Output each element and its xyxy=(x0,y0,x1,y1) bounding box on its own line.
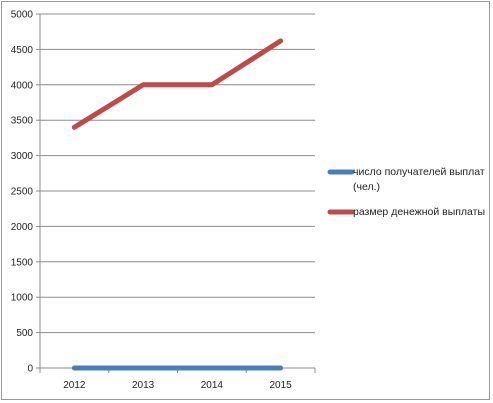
x-tick-label: 2015 xyxy=(270,380,293,391)
x-tick-label: 2012 xyxy=(63,380,86,391)
x-tick-label: 2014 xyxy=(201,380,224,391)
y-tick-label: 4000 xyxy=(11,80,34,91)
legend: число получателей выплат (чел.) размер ден… xyxy=(327,166,485,218)
x-tick-label: 2013 xyxy=(132,380,155,391)
y-tick-label: 4500 xyxy=(11,45,34,56)
y-tick-label: 2000 xyxy=(11,222,34,233)
axes xyxy=(36,13,316,373)
y-axis-ticks: 0 500 1000 1500 2000 2500 3000 3500 4000 4500 5000 xyxy=(11,10,34,375)
y-tick-label: 0 xyxy=(27,364,33,375)
y-tick-label: 500 xyxy=(16,328,33,339)
y-tick-label: 5000 xyxy=(11,10,34,21)
gridlines xyxy=(40,13,315,334)
legend-label: (чел.) xyxy=(353,181,380,193)
y-tick-label: 1500 xyxy=(11,257,34,268)
series-lines xyxy=(71,38,284,371)
y-tick-label: 2500 xyxy=(11,187,34,198)
x-axis-ticks: 2012 2013 2014 2015 xyxy=(63,380,292,391)
legend-label: размер денежной выплаты xyxy=(353,206,485,218)
y-tick-label: 3000 xyxy=(11,151,34,162)
y-tick-label: 3500 xyxy=(11,116,34,127)
y-tick-label: 1000 xyxy=(11,293,34,304)
legend-label: число получателей выплат xyxy=(353,166,485,178)
series-line-2 xyxy=(71,38,284,130)
